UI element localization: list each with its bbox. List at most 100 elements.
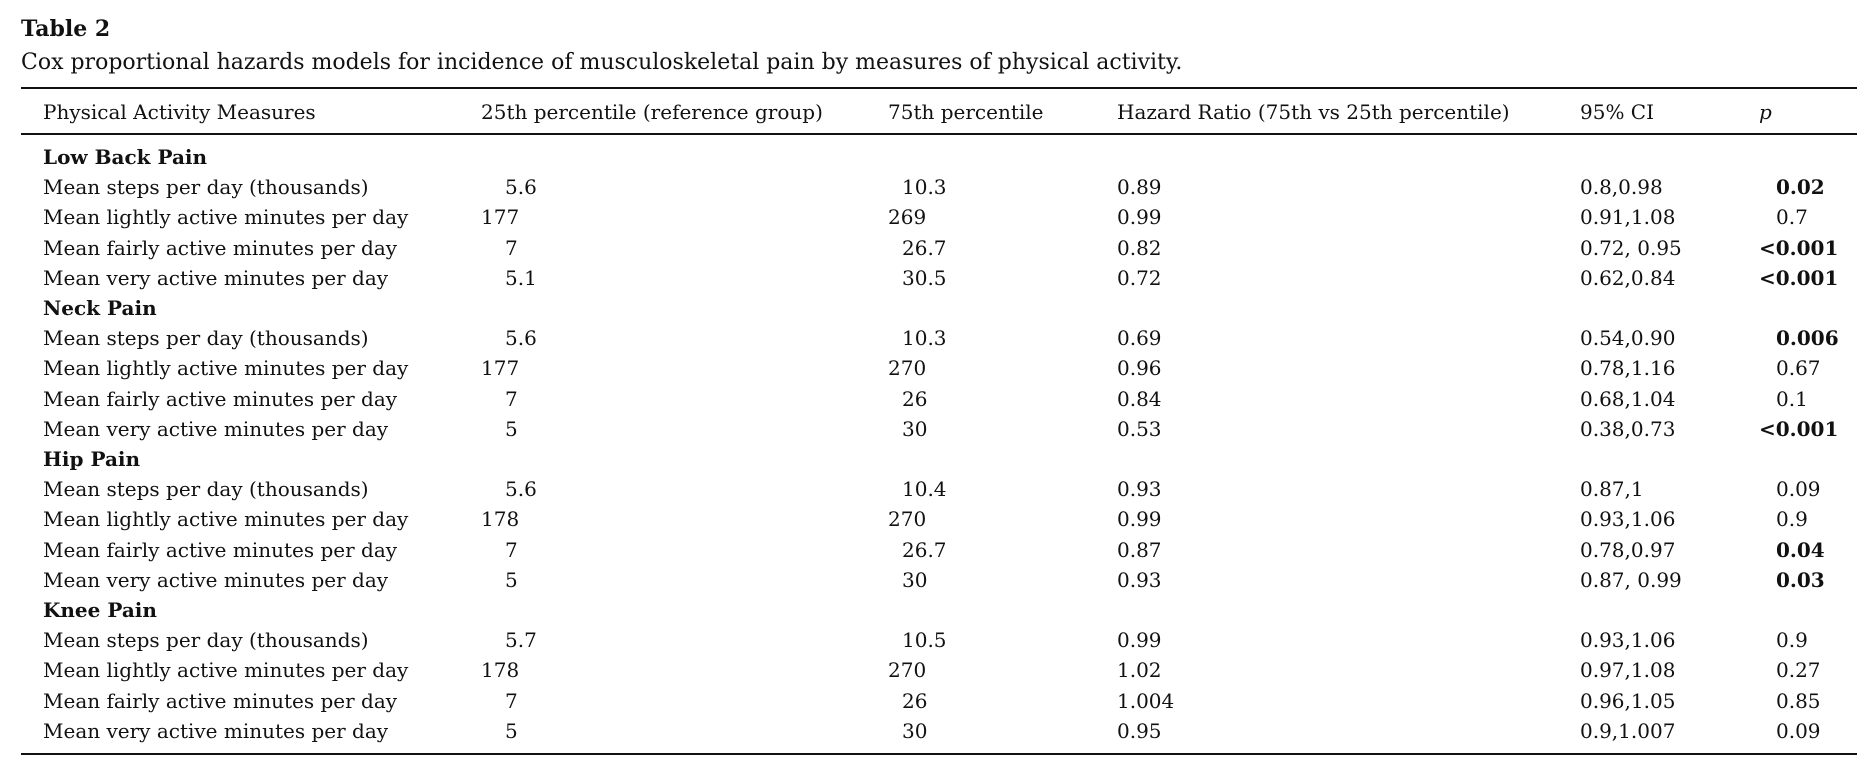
measure: Mean steps per day (thousands) — [43, 628, 369, 653]
group-label: Low Back Pain — [43, 145, 208, 169]
hazard-ratio: 0.82 — [1117, 235, 1162, 260]
p-value: 0.67 — [1776, 356, 1821, 381]
measure: Mean steps per day (thousands) — [43, 175, 369, 200]
column-header: 75th percentile — [888, 100, 1044, 124]
p-value: 0.27 — [1776, 658, 1821, 683]
hazard-ratio: 0.95 — [1117, 718, 1162, 743]
p75-value: 26.7 — [902, 537, 947, 562]
p25-value: 5.6 — [505, 326, 537, 351]
p25-value: 5.1 — [505, 265, 537, 290]
p75-value: 270 — [888, 658, 927, 683]
ci: 0.91,1.08 — [1580, 205, 1676, 230]
measure: Mean lightly active minutes per day — [43, 205, 409, 230]
column-header: Physical Activity Measures — [43, 100, 316, 124]
hazard-ratio: 0.93 — [1117, 477, 1162, 502]
measure: Mean lightly active minutes per day — [43, 507, 409, 532]
p-value: <0.001 — [1759, 416, 1839, 441]
header-rule — [21, 133, 1857, 135]
p-value: 0.09 — [1776, 718, 1821, 743]
p25-value: 5 — [505, 567, 518, 592]
p-value: 0.04 — [1776, 537, 1825, 562]
bottom-rule — [21, 753, 1857, 755]
measure: Mean very active minutes per day — [43, 265, 389, 290]
column-header: 25th percentile (reference group) — [481, 100, 823, 124]
p25-value: 7 — [505, 537, 518, 562]
ci: 0.68,1.04 — [1580, 386, 1676, 411]
ci: 0.9,1.007 — [1580, 718, 1676, 743]
p75-value: 26 — [902, 688, 928, 713]
ci: 0.93,1.06 — [1580, 507, 1676, 532]
ci: 0.78,0.97 — [1580, 537, 1676, 562]
measure: Mean fairly active minutes per day — [43, 386, 398, 411]
measure: Mean fairly active minutes per day — [43, 235, 398, 260]
group-label: Neck Pain — [43, 296, 157, 320]
table-title: Table 2 — [21, 16, 111, 42]
measure: Mean fairly active minutes per day — [43, 688, 398, 713]
p-value: 0.09 — [1776, 477, 1821, 502]
hazard-ratio: 0.89 — [1117, 175, 1162, 200]
ci: 0.87, 0.99 — [1580, 567, 1682, 592]
p75-value: 10.5 — [902, 628, 947, 653]
p-value: 0.9 — [1776, 628, 1808, 653]
measure: Mean fairly active minutes per day — [43, 537, 398, 562]
p25-value: 5.7 — [505, 628, 537, 653]
column-header: 95% CI — [1580, 100, 1655, 124]
table-caption: Cox proportional hazards models for inci… — [21, 50, 1183, 75]
p-value: 0.02 — [1776, 175, 1825, 200]
p25-value: 5 — [505, 416, 518, 441]
p25-value: 7 — [505, 688, 518, 713]
measure: Mean lightly active minutes per day — [43, 658, 409, 683]
p75-value: 10.3 — [902, 175, 947, 200]
p75-value: 10.3 — [902, 326, 947, 351]
hazard-ratio: 0.87 — [1117, 537, 1162, 562]
ci: 0.8,0.98 — [1580, 175, 1663, 200]
p25-value: 5.6 — [505, 175, 537, 200]
p-value: 0.1 — [1776, 386, 1808, 411]
hazard-ratio: 0.72 — [1117, 265, 1162, 290]
hazard-ratio: 1.02 — [1117, 658, 1162, 683]
measure: Mean very active minutes per day — [43, 567, 389, 592]
hazard-ratio: 0.99 — [1117, 507, 1162, 532]
hazard-ratio: 0.53 — [1117, 416, 1162, 441]
p-value: 0.85 — [1776, 688, 1821, 713]
ci: 0.87,1 — [1580, 477, 1644, 502]
p-value: 0.7 — [1776, 205, 1808, 230]
p25-value: 5.6 — [505, 477, 537, 502]
p75-value: 270 — [888, 356, 927, 381]
column-header: p — [1759, 100, 1772, 124]
hazard-ratio: 0.96 — [1117, 356, 1162, 381]
ci: 0.62,0.84 — [1580, 265, 1676, 290]
p25-value: 5 — [505, 718, 518, 743]
p25-value: 177 — [481, 205, 520, 230]
p75-value: 30 — [902, 567, 928, 592]
p25-value: 178 — [481, 507, 520, 532]
p75-value: 26 — [902, 386, 928, 411]
p75-value: 26.7 — [902, 235, 947, 260]
column-header: Hazard Ratio (75th vs 25th percentile) — [1117, 100, 1510, 124]
p75-value: 30.5 — [902, 265, 947, 290]
group-label: Knee Pain — [43, 598, 157, 622]
p-value: <0.001 — [1759, 265, 1839, 290]
p75-value: 30 — [902, 718, 928, 743]
ci: 0.78,1.16 — [1580, 356, 1676, 381]
measure: Mean steps per day (thousands) — [43, 326, 369, 351]
top-rule — [21, 87, 1857, 89]
hazard-ratio: 0.99 — [1117, 628, 1162, 653]
ci: 0.96,1.05 — [1580, 688, 1676, 713]
p25-value: 7 — [505, 386, 518, 411]
group-label: Hip Pain — [43, 447, 141, 471]
p-value: <0.001 — [1759, 235, 1839, 260]
measure: Mean lightly active minutes per day — [43, 356, 409, 381]
hazard-ratio: 0.99 — [1117, 205, 1162, 230]
p75-value: 30 — [902, 416, 928, 441]
p75-value: 270 — [888, 507, 927, 532]
hazard-ratio: 1.004 — [1117, 688, 1175, 713]
ci: 0.97,1.08 — [1580, 658, 1676, 683]
ci: 0.72, 0.95 — [1580, 235, 1682, 260]
p25-value: 178 — [481, 658, 520, 683]
measure: Mean steps per day (thousands) — [43, 477, 369, 502]
ci: 0.38,0.73 — [1580, 416, 1676, 441]
measure: Mean very active minutes per day — [43, 718, 389, 743]
ci: 0.54,0.90 — [1580, 326, 1676, 351]
p-value: 0.006 — [1776, 326, 1839, 351]
